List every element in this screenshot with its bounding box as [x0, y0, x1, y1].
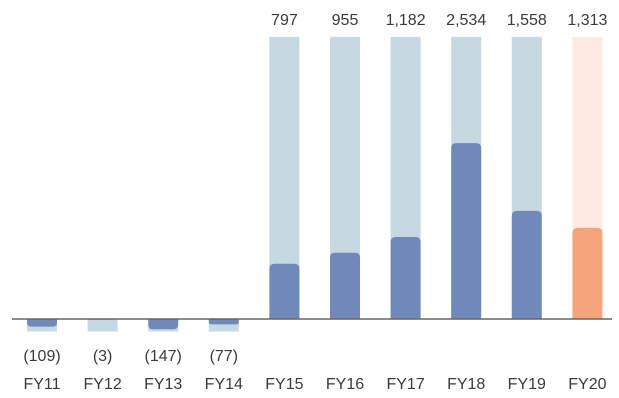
category-label-fy17: FY17: [386, 376, 424, 393]
category-label-fy15: FY15: [265, 376, 303, 393]
bar-fy14: [208, 319, 239, 325]
category-label-fy11: FY11: [23, 376, 60, 393]
bar-fy15: [269, 263, 300, 319]
bar-fy18: [451, 143, 482, 319]
value-label-fy11: (109): [23, 348, 60, 365]
bar-fy20: [572, 227, 603, 319]
value-label-fy16: 955: [332, 12, 359, 29]
value-label-fy12: (3): [93, 348, 113, 365]
bar-fy13: [148, 319, 179, 330]
bar-fy11: [27, 319, 57, 327]
category-label-fy12: FY12: [83, 376, 121, 393]
value-label-fy15: 797: [271, 12, 298, 29]
value-label-fy17: 1,182: [386, 12, 426, 29]
background-bar-fy12: [87, 319, 118, 332]
value-label-fy19: 1,558: [507, 12, 547, 29]
value-label-fy18: 2,534: [446, 12, 486, 29]
value-label-fy20: 1,313: [567, 12, 607, 29]
category-label-fy18: FY18: [447, 376, 485, 393]
category-label-fy14: FY14: [205, 376, 243, 393]
category-label-fy19: FY19: [508, 376, 546, 393]
bar-fy16: [330, 252, 360, 319]
value-label-fy14: (77): [210, 348, 238, 365]
bar-fy19: [511, 210, 542, 319]
category-label-fy13: FY13: [144, 376, 182, 393]
bar-fy17: [390, 236, 421, 319]
value-label-fy13: (147): [145, 348, 182, 365]
category-labels: FY11 FY12 FY13 FY14 FY15 FY16 FY17 FY18 FY19 FY20: [23, 376, 606, 393]
category-label-fy20: FY20: [568, 376, 606, 393]
data-bars: [27, 143, 603, 330]
category-label-fy16: FY16: [326, 376, 364, 393]
value-labels: (109) (3) (147) (77) 797 955 1,182 2,534 1,558 1,…: [23, 12, 607, 365]
